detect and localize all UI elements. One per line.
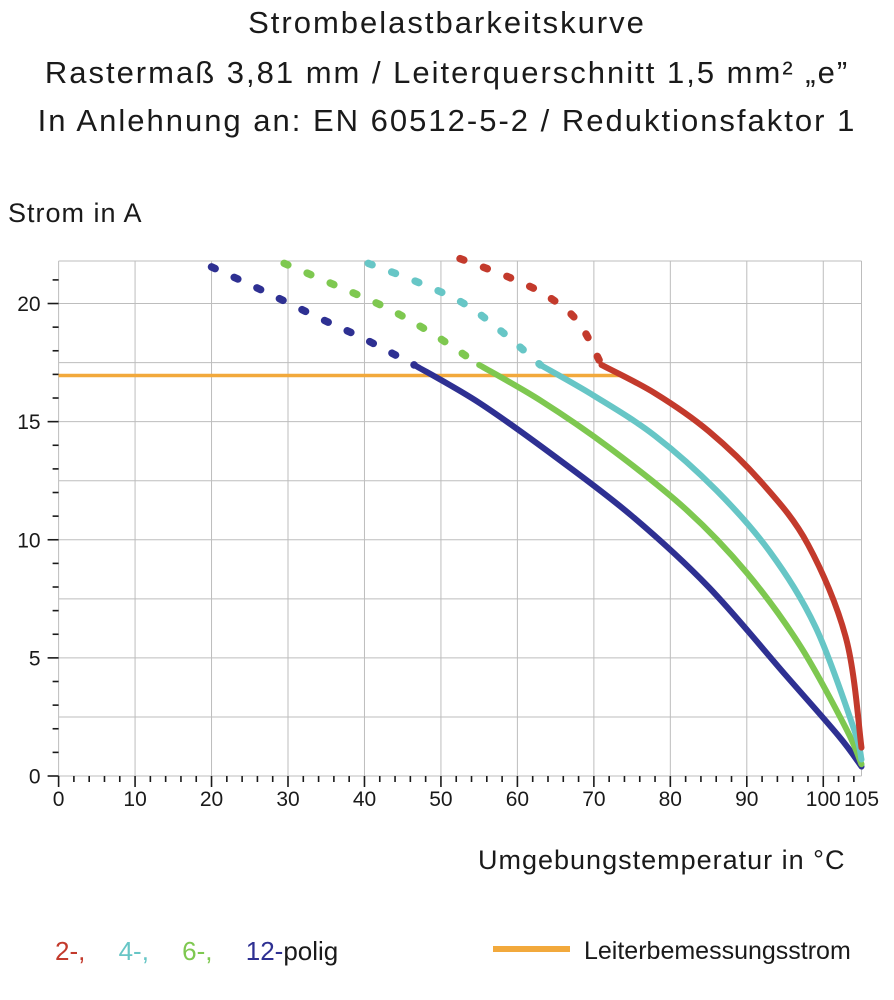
svg-text:105: 105	[844, 788, 879, 811]
svg-text:100: 100	[806, 788, 841, 811]
svg-text:50: 50	[429, 788, 452, 811]
svg-text:0: 0	[53, 788, 65, 811]
svg-text:5: 5	[29, 647, 41, 670]
svg-text:80: 80	[659, 788, 682, 811]
svg-text:90: 90	[735, 788, 758, 811]
svg-text:60: 60	[506, 788, 529, 811]
svg-text:10: 10	[123, 788, 146, 811]
svg-text:15: 15	[17, 411, 40, 434]
svg-text:40: 40	[353, 788, 376, 811]
svg-text:10: 10	[17, 529, 40, 552]
svg-text:20: 20	[17, 293, 40, 316]
svg-text:20: 20	[200, 788, 223, 811]
svg-text:70: 70	[582, 788, 605, 811]
svg-text:30: 30	[276, 788, 299, 811]
svg-text:0: 0	[29, 766, 41, 789]
